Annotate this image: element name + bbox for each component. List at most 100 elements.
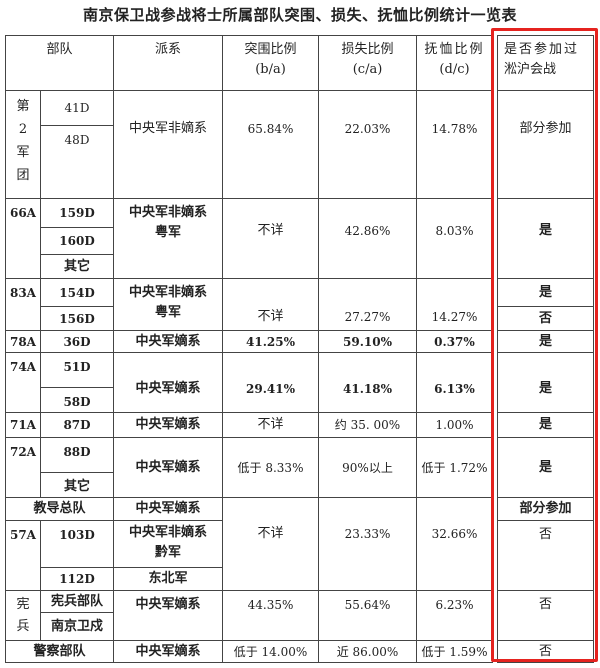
pension-78a: 0.37%: [416, 330, 493, 353]
header-songhu-line1: 是否参加过: [504, 42, 580, 57]
loss-training-57a: 23.33%: [318, 497, 417, 591]
header-unit: 部队: [5, 35, 114, 91]
value: 42.86%: [344, 224, 391, 238]
faction-mp: 中央军嫡系: [113, 590, 223, 641]
value: 65.84%: [247, 122, 294, 136]
unit-char: 宪: [16, 596, 30, 612]
pension-66a: 8.03%: [416, 198, 493, 279]
header-loss-label: 损失比例: [341, 42, 394, 57]
unit-char: 2: [18, 122, 28, 137]
faction-label: 中央军嫡系: [135, 333, 201, 349]
faction-army2: 中央军非嫡系: [113, 90, 223, 199]
header-songhu: 是否参加过 淞沪会战: [497, 35, 594, 91]
value: 14.78%: [431, 122, 478, 136]
faction-label: 中央军嫡系: [135, 380, 201, 396]
pension-police: 低于 1.59%: [416, 640, 493, 663]
breakout-83a: 不详: [222, 278, 319, 331]
division-112d: 112D: [40, 567, 114, 591]
unit-military-police: 宪兵: [5, 590, 41, 641]
pension-71a: 1.00%: [416, 412, 493, 438]
value: 55.64%: [344, 598, 391, 612]
loss-83a: 27.27%: [318, 278, 417, 331]
division-label: 159D: [59, 206, 95, 220]
unit-72a: 72A: [5, 437, 41, 498]
unit-label: 71A: [9, 418, 36, 432]
faction-label: 粤军: [154, 305, 181, 320]
faction-label: 中央军非嫡系: [128, 121, 207, 136]
value: 否: [538, 597, 552, 612]
division-label: 48D: [64, 133, 90, 147]
division-label: 51D: [63, 360, 91, 374]
unit-label: 72A: [9, 445, 36, 459]
unit-char: 军: [16, 145, 30, 160]
value: 不详: [257, 309, 284, 324]
faction-label: 中央军非嫡系: [128, 285, 207, 300]
value: 是: [538, 333, 552, 349]
division-label: 58D: [63, 395, 91, 409]
breakout-police: 低于 14.00%: [222, 640, 319, 663]
value: 14.27%: [431, 310, 478, 324]
division-label: 87D: [63, 418, 91, 432]
loss-72a: 90%以上: [318, 437, 417, 498]
division-label: 156D: [59, 311, 95, 326]
pension-training-57a: 32.66%: [416, 497, 493, 591]
division-nanjing-garrison: 南京卫戍: [40, 612, 114, 641]
division-41d: 41D: [40, 90, 114, 126]
value: 是: [538, 284, 552, 300]
loss-police: 近 86.00%: [318, 640, 417, 663]
pension-army2: 14.78%: [416, 90, 493, 199]
division-label: 154D: [59, 285, 95, 300]
unit-71a: 71A: [5, 412, 41, 438]
value: 41.25%: [246, 334, 295, 349]
value: 否: [538, 643, 552, 659]
value: 1.00%: [435, 418, 474, 432]
loss-mp: 55.64%: [318, 590, 417, 641]
value: 是: [538, 223, 552, 238]
value: 6.23%: [435, 598, 474, 612]
faction-police: 中央军嫡系: [113, 640, 223, 663]
faction-label: 中央军嫡系: [135, 501, 201, 516]
value: 低于 1.59%: [421, 644, 488, 659]
unit-char: 第: [16, 99, 30, 114]
value: 59.10%: [343, 334, 392, 349]
value: 不详: [257, 526, 284, 541]
unit-label: 66A: [9, 206, 36, 220]
pension-72a: 低于 1.72%: [416, 437, 493, 498]
header-loss-formula: (c/a): [352, 62, 383, 77]
value: 6.13%: [434, 381, 475, 396]
unit-label: 教导总队: [33, 501, 86, 516]
unit-57a: 57A: [5, 520, 41, 591]
division-154d: 154D: [40, 278, 114, 307]
division-label: 112D: [59, 572, 95, 586]
value: 不详: [257, 417, 284, 432]
breakout-78a: 41.25%: [222, 330, 319, 353]
unit-label: 警察部队: [33, 643, 86, 659]
highlight-box: [491, 28, 598, 662]
division-other-72a: 其它: [40, 472, 114, 498]
value: 44.35%: [247, 598, 294, 612]
loss-army2: 22.03%: [318, 90, 417, 199]
breakout-mp: 44.35%: [222, 590, 319, 641]
unit-83a: 83A: [5, 278, 41, 331]
header-loss: 损失比例 (c/a): [318, 35, 417, 91]
value: 否: [538, 527, 552, 542]
division-label: 其它: [63, 258, 90, 274]
division-103d: 103D: [40, 520, 114, 568]
division-156d: 156D: [40, 306, 114, 331]
division-label: 宪兵部队: [50, 593, 103, 609]
division-label: 41D: [64, 101, 90, 115]
unit-78a: 78A: [5, 330, 41, 353]
loss-66a: 42.86%: [318, 198, 417, 279]
pension-74a: 6.13%: [416, 352, 493, 413]
loss-74a: 41.18%: [318, 352, 417, 413]
division-87d: 87D: [40, 412, 114, 438]
faction-label: 粤军: [154, 225, 181, 240]
division-label: 88D: [63, 445, 91, 459]
division-51d: 51D: [40, 352, 114, 388]
header-breakout: 突围比例 (b/a): [222, 35, 319, 91]
value: 8.03%: [435, 224, 474, 238]
value: 不详: [257, 223, 284, 238]
division-mp-unit: 宪兵部队: [40, 590, 114, 613]
faction-66a: 中央军非嫡系 粤军: [113, 198, 223, 279]
value: 低于 8.33%: [237, 460, 304, 475]
